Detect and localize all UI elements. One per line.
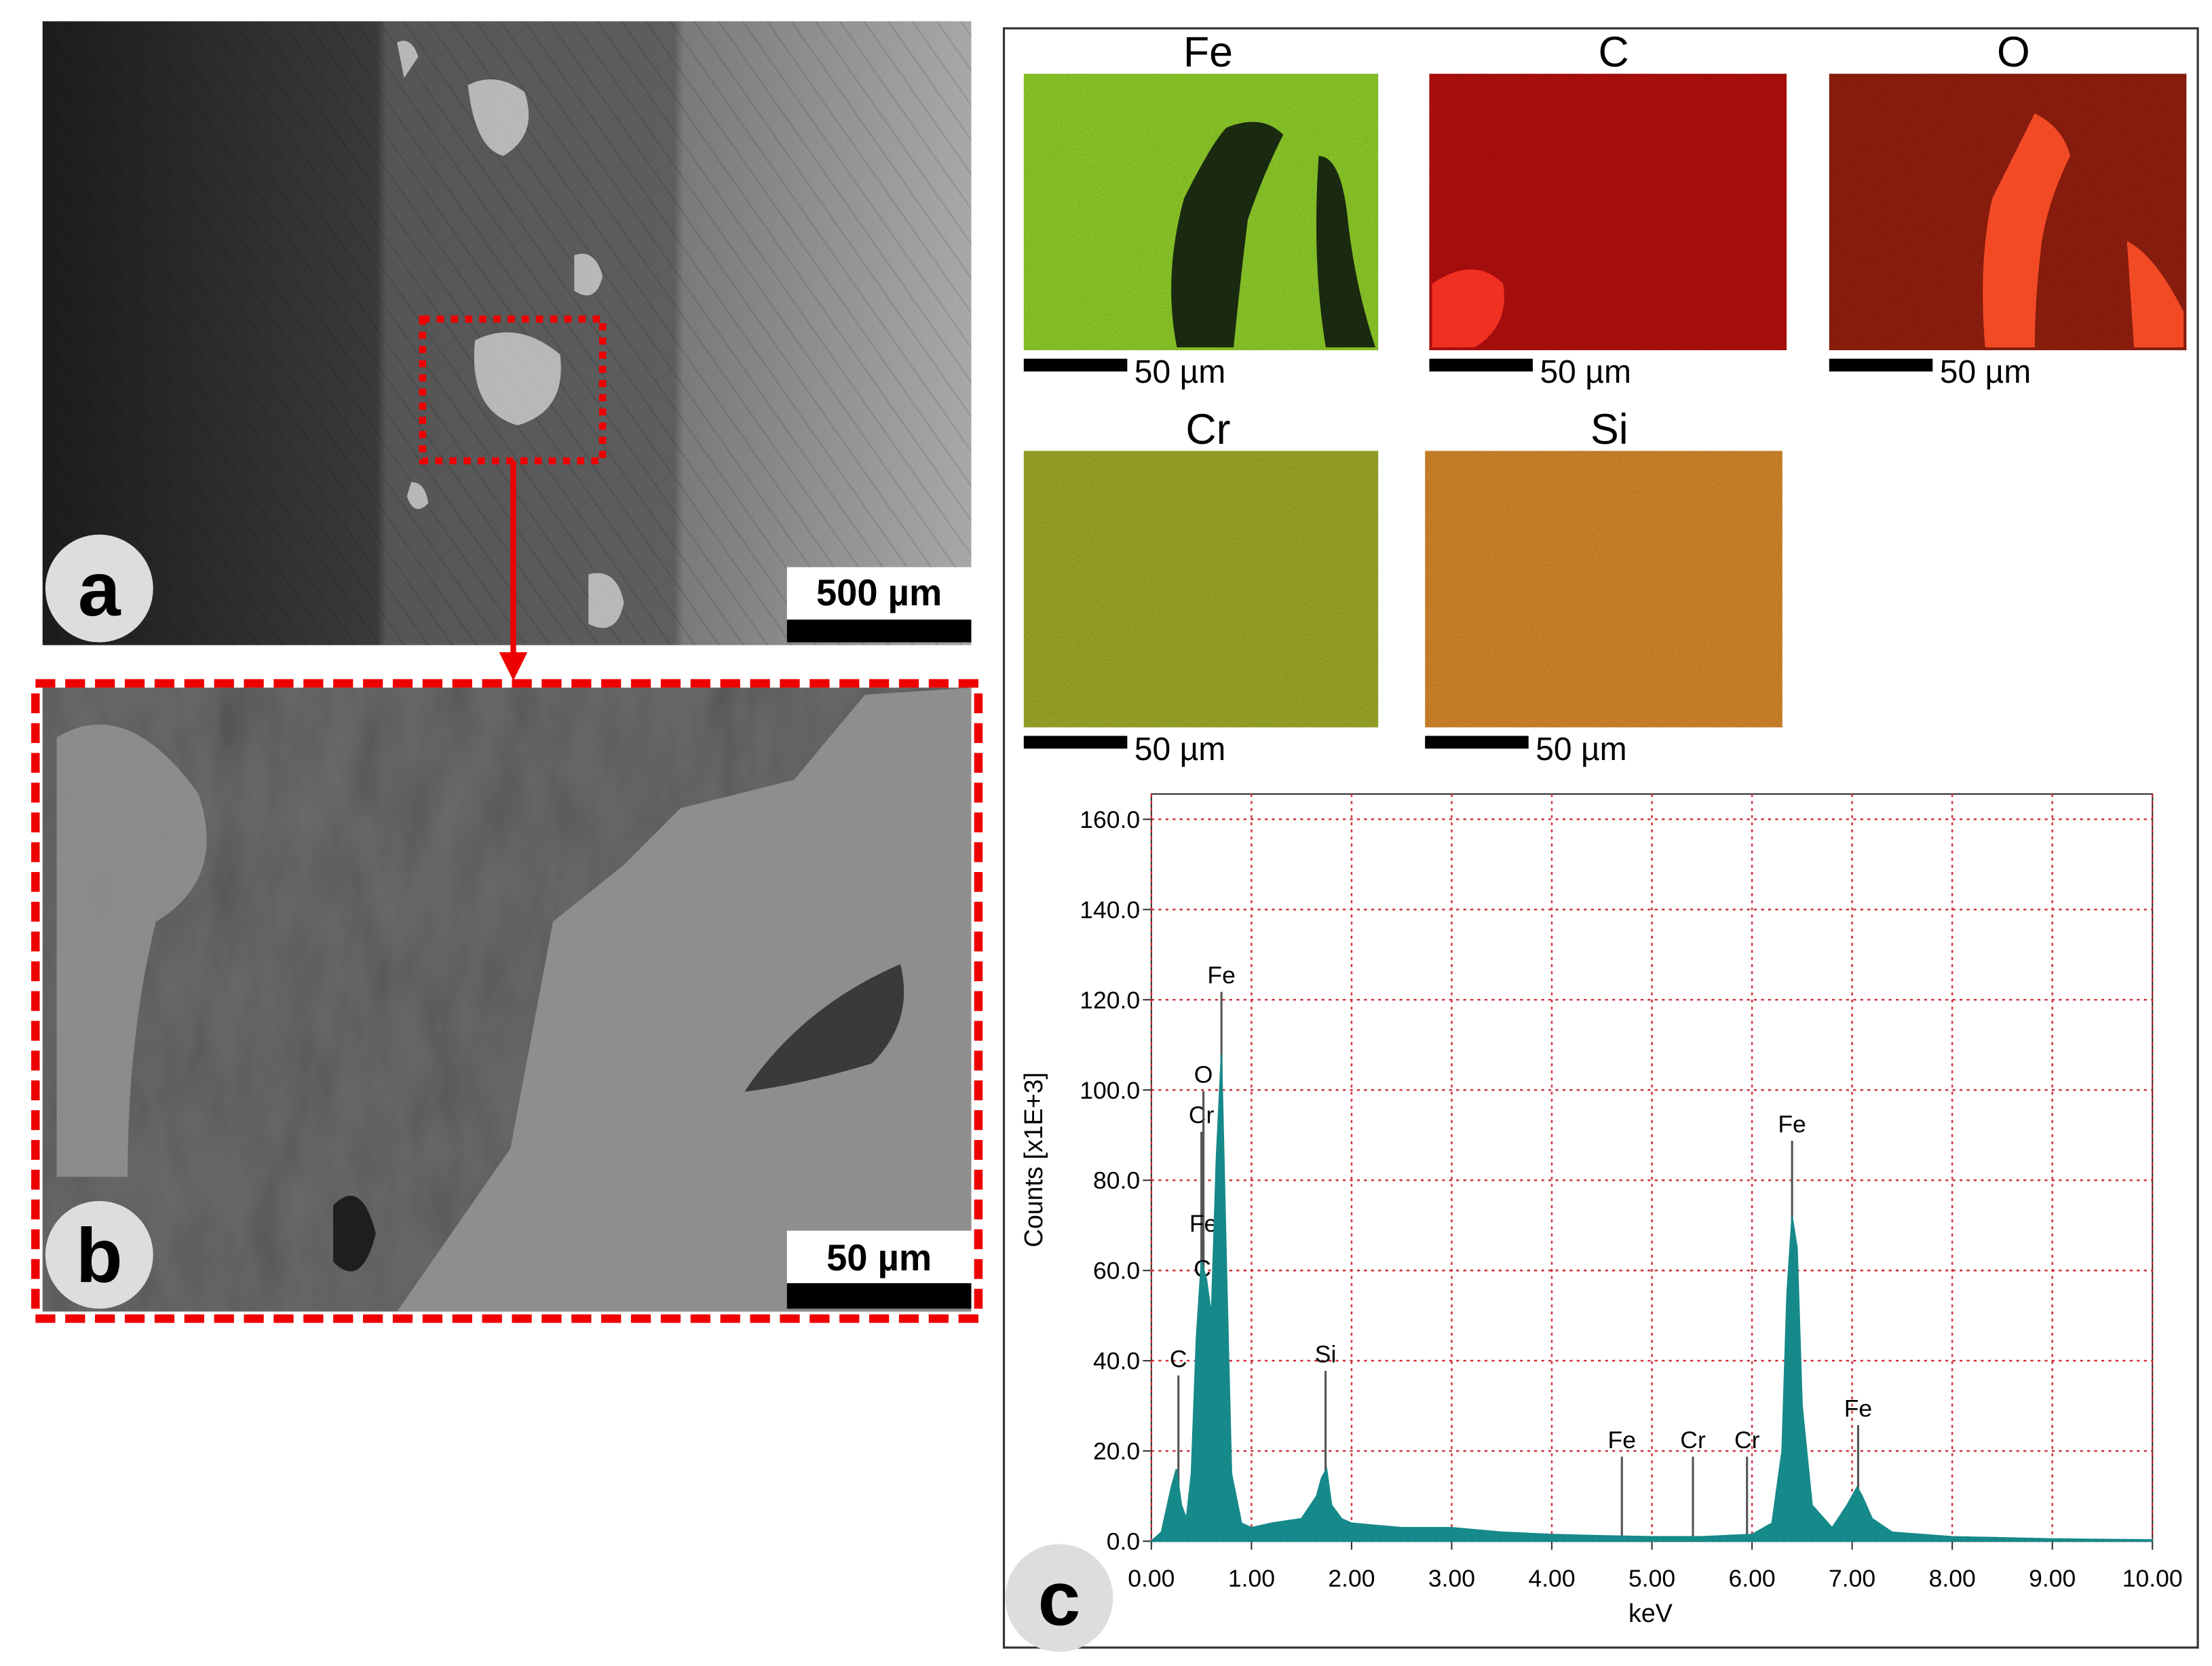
map-feature: [2127, 241, 2184, 347]
scale-bg: [786, 567, 972, 622]
panel-badge: [45, 534, 153, 643]
map-cr: [1023, 451, 1379, 727]
map-feature: [1316, 155, 1376, 347]
x-tick-label: 10.00: [2122, 1565, 2183, 1592]
scale-bar: [1425, 736, 1529, 749]
annotation-label: O: [1194, 1061, 1213, 1088]
zoom-frame: [31, 679, 983, 1323]
map-title: Fe: [1183, 29, 1233, 76]
map-feature: [1432, 269, 1504, 347]
map-c: [1429, 73, 1787, 351]
plot-area: [1150, 793, 2154, 1542]
annotation-label: Fe: [1189, 1210, 1217, 1237]
scale-label: 50 µm: [1940, 354, 2032, 390]
panel-badge: [45, 1200, 153, 1309]
scale-label: 50 µm: [826, 1237, 932, 1279]
map-o: [1829, 73, 2187, 351]
map-image: [1023, 451, 1379, 727]
map-labels: Fe 50 µm C 50 µm O 50 µm Cr 50 µm Si 50 µm: [1023, 29, 2032, 768]
scale-bar: [1429, 358, 1533, 372]
y-tick-label: 80.0: [1093, 1167, 1140, 1194]
panel-label: c: [1038, 1555, 1081, 1641]
y-tick-label: 140.0: [1080, 896, 1140, 924]
panel-b: 50 µm b: [31, 679, 983, 1323]
map-fe: [1023, 73, 1379, 351]
crack: [333, 1196, 376, 1272]
debris: [397, 41, 624, 628]
y-tick-label: 100.0: [1080, 1077, 1140, 1104]
pit: [744, 964, 904, 1092]
debris: [56, 724, 207, 1177]
map-feature: [1983, 113, 2071, 347]
spectrum-area: [1149, 1053, 2154, 1542]
scale-label: 50 µm: [1134, 732, 1226, 768]
scale-bg: [786, 1230, 972, 1285]
x-tick-label: 4.00: [1528, 1565, 1575, 1592]
arrow-head: [499, 652, 528, 681]
scale-label: 50 µm: [1536, 732, 1627, 768]
annotation-label: C: [1170, 1345, 1187, 1372]
scale-bar: [1023, 736, 1128, 749]
annotation-label: Fe: [1844, 1395, 1872, 1422]
annotation-label: Cr: [1189, 1101, 1215, 1129]
y-tick-label: 40.0: [1093, 1348, 1140, 1375]
x-tick-label: 0.00: [1128, 1565, 1175, 1592]
map-title: C: [1598, 29, 1628, 76]
scale-label: 50 µm: [1134, 354, 1226, 390]
scale-label: 50 µm: [1540, 354, 1631, 390]
annotation-label: Cr: [1680, 1426, 1706, 1454]
map-si: [1425, 451, 1782, 727]
y-tick-label: 160.0: [1080, 806, 1140, 833]
panel-frame: [1002, 27, 2199, 1649]
smooth-layer: [397, 687, 972, 1312]
annotation-label: Fe: [1778, 1111, 1806, 1138]
x-tick-label: 5.00: [1628, 1565, 1675, 1592]
x-tick-label: 8.00: [1929, 1565, 1976, 1592]
annotation-label: Fe: [1608, 1426, 1636, 1454]
map-title: Si: [1590, 406, 1628, 453]
annotation-label: Fe: [1207, 962, 1235, 989]
map-title: O: [1997, 29, 2030, 76]
scale-label: 500 µm: [816, 572, 942, 613]
scale-bar: [786, 620, 972, 643]
x-tick-label: 3.00: [1428, 1565, 1475, 1592]
map-image: [1425, 451, 1782, 727]
y-axis-label: Counts [x1E+3]: [1019, 1072, 1048, 1247]
map-title: Cr: [1185, 406, 1230, 453]
y-tick-label: 20.0: [1093, 1438, 1140, 1465]
panel-label: a: [78, 546, 121, 632]
eds-spectrum: 0.0 20.0 40.0 60.0 80.0 100.0 120.0 140.0 160.0 0…: [1080, 793, 2183, 1592]
x-tick-label: 9.00: [2029, 1565, 2076, 1592]
x-axis-label: keV: [1628, 1599, 1673, 1627]
scale-bar: [1829, 358, 1933, 372]
x-tick-label: 6.00: [1729, 1565, 1776, 1592]
map-feature: [1171, 121, 1284, 347]
y-tick-label: 120.0: [1080, 987, 1140, 1014]
annotation-label: Cr: [1734, 1426, 1760, 1454]
panel-badge: [1005, 1544, 1113, 1652]
x-tick-label: 7.00: [1829, 1565, 1875, 1592]
scale-bar: [786, 1283, 972, 1309]
x-tick-label: 2.00: [1328, 1565, 1375, 1592]
x-tick-label: 1.00: [1228, 1565, 1275, 1592]
scale-bar: [1023, 358, 1128, 372]
panel-label: b: [76, 1213, 123, 1298]
y-tick-label: 0.0: [1107, 1528, 1140, 1555]
y-tick-label: 60.0: [1093, 1257, 1140, 1285]
annotation-label: Si: [1315, 1341, 1337, 1368]
panel-a: 500 µm a: [42, 21, 972, 681]
